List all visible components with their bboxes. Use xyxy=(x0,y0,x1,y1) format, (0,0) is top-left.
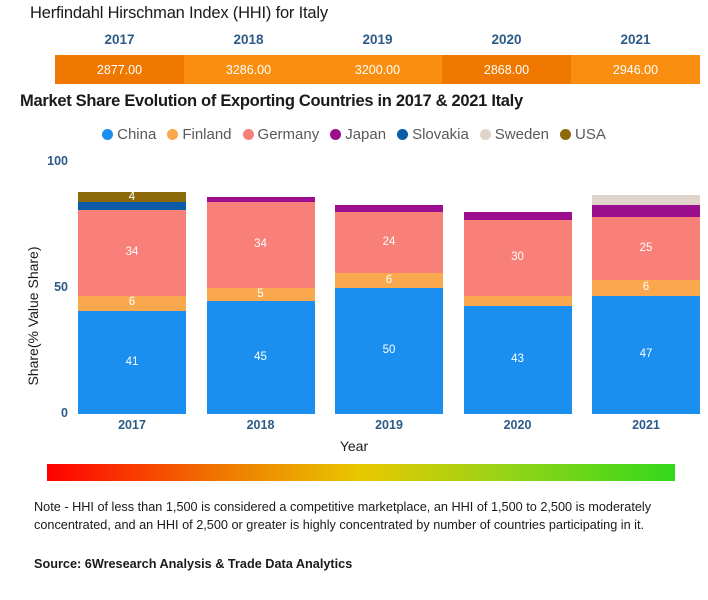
hhi-gradient-scale xyxy=(47,464,675,481)
legend-label: China xyxy=(117,126,157,143)
hhi-value-2020: 2868.00 xyxy=(442,55,571,84)
legend-dot-icon xyxy=(330,129,342,140)
legend-label: Slovakia xyxy=(412,126,469,143)
legend-label: Sweden xyxy=(494,126,550,143)
bar-segment-finland-2020 xyxy=(463,295,572,306)
bar-segment-china-2017: 41 xyxy=(78,310,186,414)
stacked-bar-2018[interactable]: 34 5 45 xyxy=(206,197,315,414)
legend-dot-icon xyxy=(167,129,179,140)
legend-item-finland[interactable]: Finland xyxy=(167,126,232,143)
legend-item-japan[interactable]: Japan xyxy=(330,126,386,143)
legend-item-germany[interactable]: Germany xyxy=(242,126,320,143)
hhi-year-2021: 2021 xyxy=(620,32,651,47)
stacked-bar-2020[interactable]: 30 43 xyxy=(463,212,572,414)
hhi-value-2017: 2877.00 xyxy=(55,55,184,84)
bar-segment-japan-2019 xyxy=(335,204,443,213)
chart-title: Market Share Evolution of Exporting Coun… xyxy=(20,92,523,110)
y-axis-label: Share(% Value Share) xyxy=(25,246,41,386)
bar-segment-germany-2019: 24 xyxy=(335,212,443,273)
bar-segment-finland-2018: 5 xyxy=(206,288,315,301)
legend-dot-icon xyxy=(242,129,254,140)
bar-group: 4 34 6 41 34 5 45 24 6 50 30 43 25 6 47 xyxy=(78,162,700,414)
hhi-year-header-row: 2017 2018 2019 2020 2021 xyxy=(55,32,700,52)
bar-segment-finland-2021: 6 xyxy=(592,280,700,296)
bar-segment-japan-2021 xyxy=(592,204,700,218)
footer-note: Note - HHI of less than 1,500 is conside… xyxy=(34,500,652,533)
plot-area: Share(% Value Share) 0 50 100 4 34 6 41 34 5 45 2… xyxy=(0,150,708,460)
legend-label: Germany xyxy=(257,126,320,143)
legend-item-china[interactable]: China xyxy=(102,126,156,143)
bar-segment-germany-2021: 25 xyxy=(592,217,700,281)
hhi-value-2018: 3286.00 xyxy=(184,55,313,84)
x-tick-2021: 2021 xyxy=(632,418,660,432)
hhi-year-2018: 2018 xyxy=(233,32,264,47)
x-tick-2019: 2019 xyxy=(375,418,403,432)
legend-item-usa[interactable]: USA xyxy=(560,126,606,143)
hhi-title: Herfindahl Hirschman Index (HHI) for Ita… xyxy=(30,4,328,22)
y-tick-100: 100 xyxy=(47,154,68,168)
bar-segment-china-2019: 50 xyxy=(335,288,443,414)
stacked-bar-2019[interactable]: 24 6 50 xyxy=(335,204,443,414)
hhi-year-2017: 2017 xyxy=(104,32,135,47)
bar-segment-japan-2018 xyxy=(206,197,315,203)
bar-segment-germany-2018: 34 xyxy=(206,202,315,289)
y-tick-0: 0 xyxy=(61,406,68,420)
legend-label: Finland xyxy=(182,126,232,143)
hhi-value-2021: 2946.00 xyxy=(571,55,700,84)
x-tick-2020: 2020 xyxy=(503,418,532,432)
bar-segment-china-2020: 43 xyxy=(463,305,572,414)
footer-source: Source: 6Wresearch Analysis & Trade Data… xyxy=(34,557,353,571)
hhi-value-bar: 2877.00 3286.00 3200.00 2868.00 2946.00 xyxy=(55,55,700,84)
bar-segment-japan-2020 xyxy=(463,212,572,220)
bar-segment-slovakia-2017 xyxy=(78,202,186,210)
legend-item-sweden[interactable]: Sweden xyxy=(479,126,550,143)
bar-segment-china-2018: 45 xyxy=(206,300,315,414)
stacked-bar-2017[interactable]: 4 34 6 41 xyxy=(78,192,186,414)
chart-legend: China Finland Germany Japan Slovakia Sweden US… xyxy=(0,126,708,143)
bar-segment-usa-2017: 4 xyxy=(78,192,186,203)
legend-label: Japan xyxy=(345,126,387,143)
legend-item-slovakia[interactable]: Slovakia xyxy=(397,126,469,143)
hhi-year-2020: 2020 xyxy=(491,32,522,47)
bar-segment-germany-2017: 34 xyxy=(78,209,186,296)
legend-label: USA xyxy=(575,126,606,143)
bar-segment-finland-2019: 6 xyxy=(335,272,443,288)
hhi-value-2019: 3200.00 xyxy=(313,55,442,84)
x-axis-label: Year xyxy=(339,438,369,454)
stacked-bar-2021[interactable]: 25 6 47 xyxy=(592,194,700,414)
x-tick-2018: 2018 xyxy=(246,418,275,432)
legend-dot-icon xyxy=(102,129,114,140)
bar-segment-germany-2020: 30 xyxy=(463,219,572,296)
legend-dot-icon xyxy=(397,129,409,140)
legend-dot-icon xyxy=(479,129,491,140)
bar-segment-china-2021: 47 xyxy=(592,295,700,414)
bar-segment-finland-2017: 6 xyxy=(78,295,186,311)
hhi-year-2019: 2019 xyxy=(362,32,393,47)
y-tick-50: 50 xyxy=(54,280,68,294)
bar-segment-sweden-2021 xyxy=(592,194,700,205)
legend-dot-icon xyxy=(560,129,572,140)
x-tick-2017: 2017 xyxy=(118,418,146,432)
